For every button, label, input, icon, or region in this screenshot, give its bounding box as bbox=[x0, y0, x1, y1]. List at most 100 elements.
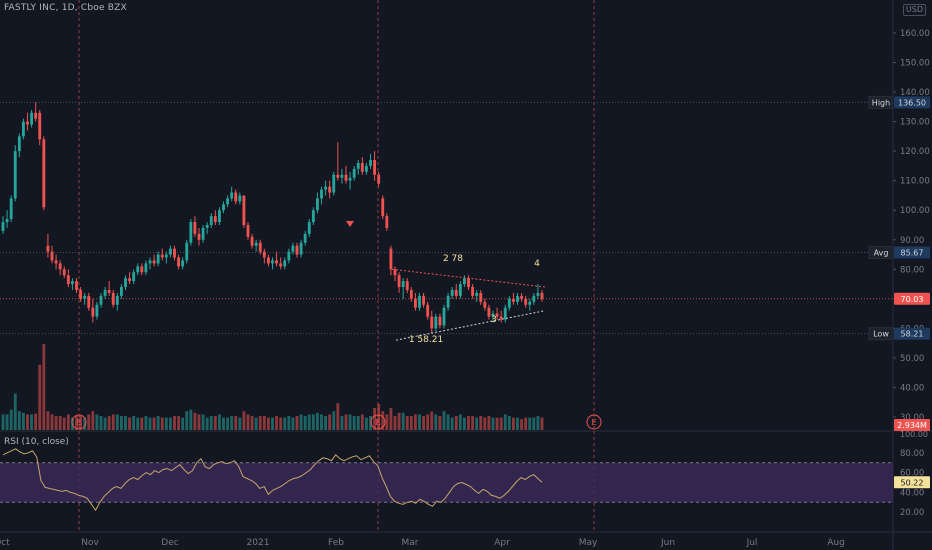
volume-bar bbox=[266, 417, 270, 430]
volume-bar bbox=[66, 414, 70, 430]
candle-body bbox=[156, 254, 160, 264]
candle-body bbox=[393, 269, 397, 276]
candle-body bbox=[99, 295, 103, 305]
volume-bar bbox=[409, 416, 413, 430]
volume-bar bbox=[389, 408, 393, 430]
candle-body bbox=[315, 198, 319, 211]
time-tick-label: Apr bbox=[494, 538, 510, 548]
volume-bar bbox=[140, 417, 144, 430]
high-value: 136.50 bbox=[898, 98, 926, 107]
candle-body bbox=[132, 272, 136, 282]
volume-bar bbox=[283, 417, 287, 430]
volume-bar bbox=[50, 414, 54, 430]
volume-bar bbox=[132, 416, 136, 430]
volume-bar bbox=[511, 417, 515, 430]
candle-body bbox=[454, 289, 458, 296]
candle-body bbox=[9, 198, 13, 220]
candle-body bbox=[332, 174, 336, 193]
volume-bar bbox=[160, 417, 164, 430]
candle-body bbox=[516, 295, 519, 302]
candle-body bbox=[148, 260, 152, 264]
candle-body bbox=[373, 160, 377, 175]
avg-badge bbox=[894, 246, 930, 259]
earnings-marker-label: E bbox=[591, 418, 596, 427]
candle-body bbox=[238, 195, 242, 202]
volume-bar bbox=[348, 414, 352, 430]
candle-body bbox=[164, 254, 168, 258]
candle-body bbox=[79, 289, 83, 299]
earnings-marker-circle bbox=[586, 414, 602, 430]
volume-bar bbox=[438, 416, 442, 430]
candle-body bbox=[34, 112, 38, 119]
wave-label: 3 bbox=[491, 315, 497, 325]
rsi-tick-label: 80.00 bbox=[900, 449, 924, 459]
volume-bar bbox=[422, 416, 426, 430]
symbol-title: FASTLY INC, 1D, Cboe BZX bbox=[4, 3, 127, 13]
volume-bar bbox=[418, 414, 421, 430]
wave-label: 4 bbox=[534, 259, 540, 269]
volume-bar bbox=[136, 417, 140, 430]
candle-body bbox=[95, 304, 99, 317]
volume-bar bbox=[148, 417, 152, 430]
time-tick-label: Mar bbox=[402, 538, 419, 548]
volume-bar bbox=[487, 416, 491, 430]
low-badge bbox=[894, 327, 930, 340]
rsi-value: 50.22 bbox=[901, 478, 924, 487]
volume-bar bbox=[356, 416, 360, 430]
candle-body bbox=[369, 160, 372, 166]
volume-bar bbox=[254, 417, 258, 430]
candle-body bbox=[87, 295, 91, 308]
candle-body bbox=[21, 121, 25, 137]
down-arrow-icon bbox=[346, 221, 354, 227]
candle-body bbox=[58, 263, 62, 270]
volume-bar bbox=[536, 416, 540, 430]
candle-body bbox=[532, 295, 536, 302]
volume-bar bbox=[168, 417, 172, 430]
volume-bar bbox=[385, 414, 389, 430]
volume-bar bbox=[377, 404, 381, 430]
price-tick-label: 40.00 bbox=[900, 383, 924, 393]
candle-body bbox=[271, 260, 274, 264]
volume-bar bbox=[54, 416, 58, 430]
annotations: E E E 1 58.21 2 78 3 4 High 136.50 Avg 85.67 Low 58.… bbox=[71, 95, 930, 431]
triangle-upper-line bbox=[391, 268, 546, 288]
volume-bar bbox=[450, 417, 454, 430]
candle-body bbox=[287, 251, 291, 261]
volume-bar bbox=[471, 416, 475, 430]
candle-body bbox=[201, 227, 205, 240]
high-tag: High bbox=[872, 98, 890, 107]
volume-bar bbox=[128, 417, 132, 430]
volume-bar bbox=[38, 364, 42, 430]
price-tick-label: 30.00 bbox=[900, 413, 924, 423]
candle-body bbox=[66, 275, 70, 285]
volume-bar bbox=[262, 416, 266, 430]
volume-bar bbox=[520, 419, 524, 430]
candle-body bbox=[524, 298, 528, 305]
rsi-line bbox=[2, 448, 543, 512]
candle-body bbox=[450, 289, 454, 296]
candle-body bbox=[173, 248, 176, 258]
candle-body bbox=[246, 225, 250, 237]
currency-label[interactable]: USD bbox=[902, 4, 926, 16]
candle-body bbox=[258, 242, 262, 252]
candle-body bbox=[340, 174, 344, 178]
candle-body bbox=[307, 222, 311, 234]
time-tick-label: Jul bbox=[746, 538, 758, 548]
volume-bar bbox=[181, 417, 185, 430]
volume-bar bbox=[524, 417, 528, 430]
time-tick-label: Feb bbox=[328, 538, 344, 548]
volume-bar bbox=[246, 414, 250, 430]
candle-body bbox=[54, 260, 58, 264]
candle-body bbox=[511, 298, 515, 302]
candle-body bbox=[499, 316, 503, 320]
volume-bar bbox=[197, 414, 201, 430]
volume-bar bbox=[58, 416, 62, 430]
candle-body bbox=[5, 219, 9, 223]
candle-body bbox=[13, 151, 17, 199]
low-tag-bg bbox=[868, 327, 894, 341]
rsi-value-badge bbox=[894, 476, 930, 489]
avg-value: 85.67 bbox=[901, 249, 924, 258]
candle-body bbox=[275, 260, 279, 264]
volume-bar bbox=[332, 411, 336, 430]
